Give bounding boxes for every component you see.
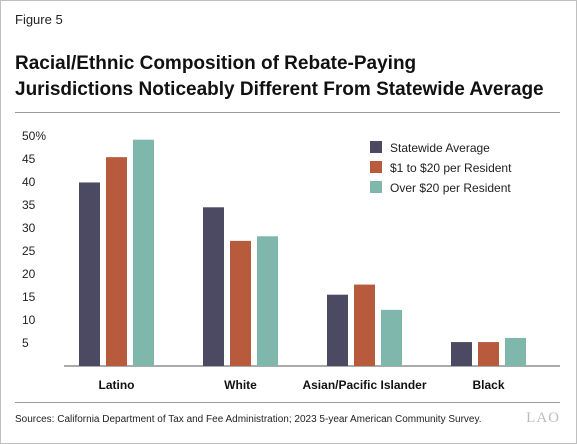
bar-latino-series-2	[106, 157, 127, 366]
legend-label: $1 to $20 per Resident	[390, 161, 512, 175]
y-tick-label: 40	[22, 175, 36, 189]
legend-swatch	[370, 161, 382, 173]
y-tick-label: 20	[22, 267, 36, 281]
legend-swatch	[370, 181, 382, 193]
bar-white-series-3	[257, 236, 278, 366]
bar-black-series-2	[478, 342, 499, 366]
chart-title-line-1: Racial/Ethnic Composition of Rebate-Payi…	[15, 53, 417, 74]
y-tick-label: 15	[22, 290, 36, 304]
bar-asian-pacific-islander-series-2	[354, 284, 375, 366]
legend-label: Over $20 per Resident	[390, 181, 511, 195]
y-tick-label: 5	[22, 336, 29, 350]
source-note: Sources: California Department of Tax an…	[15, 414, 482, 425]
bar-latino-series-3	[133, 139, 154, 366]
legend-label: Statewide Average	[390, 141, 490, 155]
x-category-label: White	[224, 378, 257, 392]
bar-black-series-3	[505, 337, 526, 366]
bar-asian-pacific-islander-series-3	[381, 309, 402, 366]
y-tick-label: 30	[22, 221, 36, 235]
x-category-label: Asian/Pacific Islander	[302, 378, 426, 392]
x-category-label: Black	[472, 378, 504, 392]
lao-logo: LAO	[526, 410, 560, 426]
title-divider	[15, 112, 560, 113]
y-tick-label: 35	[22, 198, 36, 212]
x-category-label: Latino	[99, 378, 135, 392]
y-tick-label: 45	[22, 152, 36, 166]
y-tick-label: 50%	[22, 129, 46, 143]
bar-latino-series-1	[79, 182, 100, 366]
y-tick-label: 10	[22, 313, 36, 327]
legend-swatch	[370, 141, 382, 153]
footer-divider	[15, 402, 560, 403]
bar-white-series-2	[230, 240, 251, 366]
bar-black-series-1	[451, 342, 472, 366]
y-tick-label: 25	[22, 244, 36, 258]
figure-label: Figure 5	[15, 12, 63, 27]
chart-title: Racial/Ethnic Composition of Rebate-Payi…	[15, 51, 575, 103]
bar-white-series-1	[203, 207, 224, 366]
bar-asian-pacific-islander-series-1	[327, 294, 348, 366]
chart-title-line-2: Jurisdictions Noticeably Different From …	[15, 79, 544, 100]
